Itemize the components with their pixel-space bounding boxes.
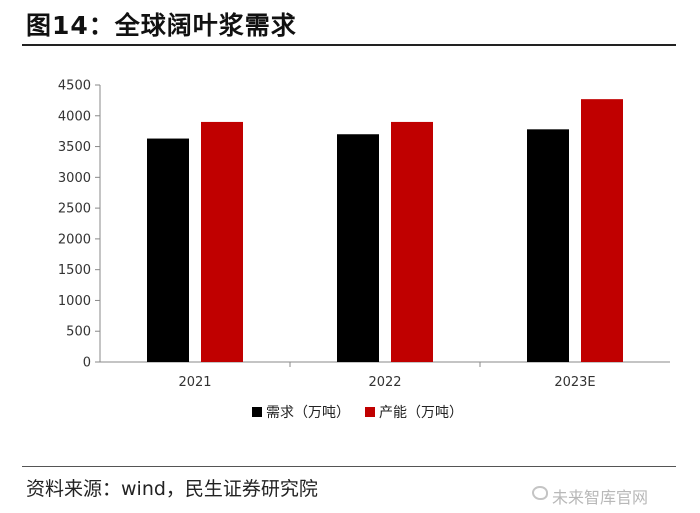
y-tick-label: 500 — [66, 325, 91, 340]
legend-swatch-demand — [252, 407, 262, 417]
x-tick-label: 2022 — [368, 375, 401, 390]
x-tick-label: 2023E — [554, 375, 595, 390]
chart-labels: 0 500 1000 1500 2000 2500 3000 3500 4000 4500 2021… — [58, 79, 596, 391]
bar-capacity-2023E — [581, 99, 623, 362]
source-note: 资料来源：wind，民生证券研究院 — [26, 478, 318, 500]
bar-capacity-2022 — [391, 121, 433, 362]
bar-demand-2022 — [337, 134, 379, 362]
y-tick-label: 0 — [83, 356, 91, 371]
legend-label-capacity: 产能（万吨） — [379, 405, 463, 421]
watermark: 未来智库官网 — [552, 488, 649, 507]
weibo-icon — [532, 486, 548, 500]
chart-legend: 需求（万吨） 产能（万吨） — [252, 405, 463, 421]
y-tick-label: 4000 — [58, 109, 91, 124]
x-tick-label: 2021 — [178, 375, 211, 390]
bar-capacity-2021 — [201, 121, 243, 362]
legend-swatch-capacity — [365, 407, 375, 417]
chart-bars — [147, 99, 623, 362]
y-tick-label: 2000 — [58, 232, 91, 247]
y-tick-label: 1000 — [58, 294, 91, 309]
chart-axes — [95, 84, 670, 367]
bar-demand-2023E — [527, 129, 569, 362]
footer-divider — [22, 466, 676, 467]
y-tick-label: 3000 — [58, 171, 91, 186]
legend-label-demand: 需求（万吨） — [266, 405, 350, 421]
y-tick-label: 1500 — [58, 263, 91, 278]
figure-title: 图14：全球阔叶浆需求 — [26, 11, 297, 40]
bar-demand-2021 — [147, 138, 189, 362]
bar-chart: 0 500 1000 1500 2000 2500 3000 3500 4000 4500 2021… — [58, 79, 670, 421]
y-tick-label: 3500 — [58, 140, 91, 155]
y-tick-label: 2500 — [58, 202, 91, 217]
y-tick-label: 4500 — [58, 79, 91, 94]
title-divider — [22, 44, 676, 46]
